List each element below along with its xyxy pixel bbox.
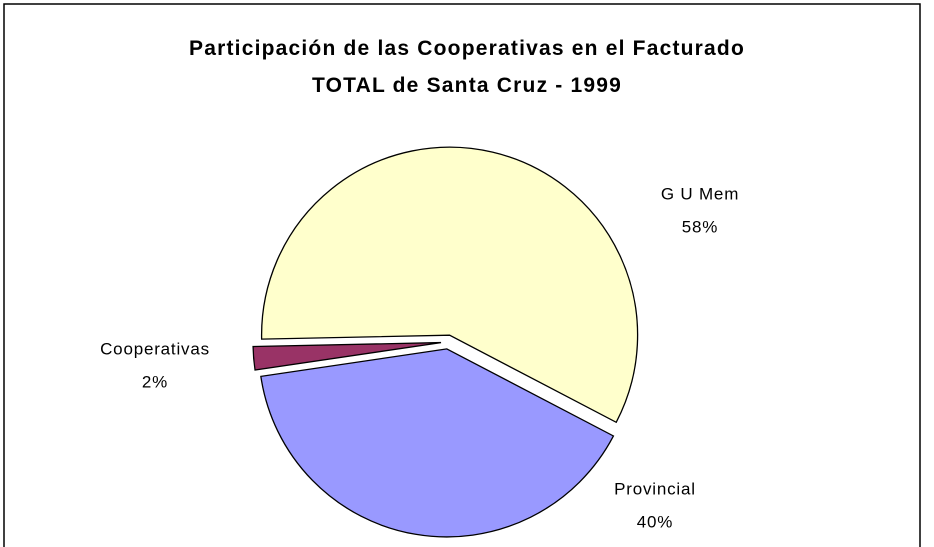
chart-title: Participación de las Cooperativas en el … <box>189 37 745 97</box>
pie-slice <box>260 348 615 538</box>
pie-slice <box>260 146 639 424</box>
slice-value-label: 2% <box>142 372 168 391</box>
slice-label: G U Mem <box>661 184 739 203</box>
slice-value-label: 58% <box>682 217 718 236</box>
slice-label: Cooperativas <box>100 339 210 358</box>
slice-label: Provincial <box>614 479 696 498</box>
pie-slice <box>252 341 442 371</box>
slice-value-label: 40% <box>637 512 673 531</box>
